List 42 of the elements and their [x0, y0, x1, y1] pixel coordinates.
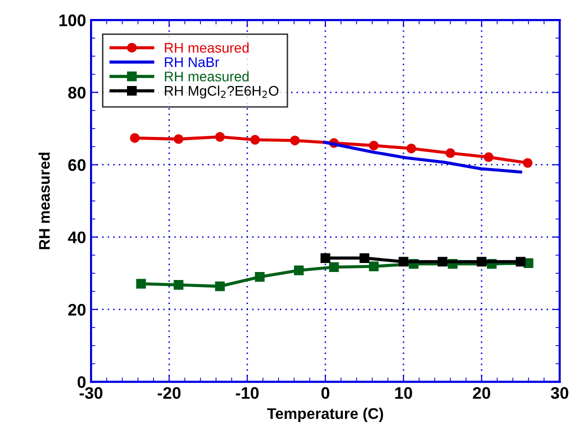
point: [360, 253, 370, 263]
point: [368, 140, 379, 150]
y-axis-title: RH measured: [38, 152, 50, 250]
y-tick-label: 20: [68, 304, 86, 316]
point: [438, 256, 448, 267]
point: [174, 280, 184, 290]
x-axis-title: Temperature (C): [267, 408, 384, 422]
x-tick-label: 30: [550, 387, 568, 399]
point: [320, 253, 330, 263]
y-tick-label: 60: [68, 159, 86, 171]
point: [130, 133, 140, 143]
legend-label: RH NaBr: [164, 57, 220, 68]
point: [294, 266, 304, 276]
point: [476, 256, 486, 267]
point: [368, 262, 379, 272]
x-tick-label: 10: [395, 387, 412, 399]
point: [484, 152, 494, 162]
y-tick-label: 100: [59, 14, 86, 26]
point: [215, 281, 225, 292]
point: [398, 256, 408, 267]
point: [250, 134, 260, 145]
point: [254, 272, 265, 282]
x-tick-label: -30: [80, 387, 102, 399]
x-tick-label: 0: [321, 387, 330, 399]
x-tick-label: -20: [158, 387, 181, 399]
x-tick-label: 20: [472, 387, 490, 399]
y-tick-label: 40: [68, 231, 86, 244]
point: [522, 158, 533, 168]
point: [406, 144, 416, 154]
point: [516, 256, 526, 267]
y-tick-label: 0: [78, 376, 86, 388]
point: [174, 134, 184, 144]
point: [445, 148, 456, 158]
point: [136, 278, 146, 289]
legend-label: RH MgCl$_{2}$?E6H$_{2}$O: [164, 86, 278, 98]
legend-label: RH measured: [164, 71, 249, 82]
point: [329, 262, 339, 272]
point: [215, 132, 225, 142]
x-tick-label: -10: [236, 387, 259, 399]
point: [290, 136, 300, 146]
y-tick-label: 80: [68, 86, 86, 99]
legend-label: RH measured: [164, 42, 249, 53]
